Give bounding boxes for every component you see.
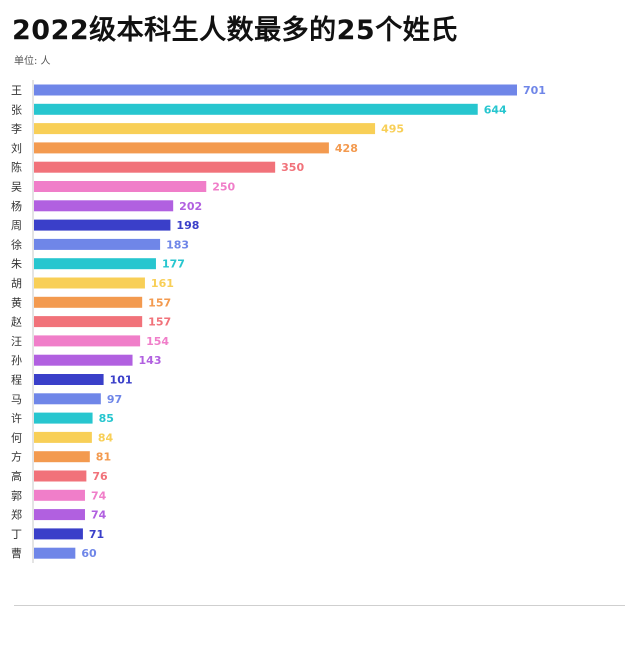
unit-label: 单位: 人 <box>14 56 51 67</box>
bar <box>34 354 133 366</box>
value-label: 495 <box>381 123 404 136</box>
bar <box>34 238 161 250</box>
bar <box>34 181 207 192</box>
category-label: 王 <box>11 84 22 97</box>
bar <box>34 142 329 154</box>
category-label: 汪 <box>11 335 22 348</box>
value-label: 97 <box>107 393 122 406</box>
value-label: 202 <box>179 200 202 213</box>
bar <box>34 161 276 173</box>
category-label: 孙 <box>11 354 22 367</box>
category-label: 杨 <box>11 199 22 213</box>
value-label: 81 <box>96 451 111 464</box>
bar <box>34 296 143 308</box>
category-label: 郑 <box>11 508 22 522</box>
value-label: 85 <box>99 412 114 425</box>
category-label: 刘 <box>11 142 22 155</box>
bar <box>34 489 85 501</box>
value-label: 350 <box>281 161 304 174</box>
value-label: 74 <box>91 489 107 502</box>
value-label: 84 <box>98 431 114 444</box>
bar <box>34 412 93 424</box>
category-label: 曹 <box>11 547 22 560</box>
category-label: 赵 <box>11 315 22 329</box>
value-label: 74 <box>91 509 107 522</box>
value-label: 76 <box>92 470 108 483</box>
value-label: 154 <box>146 335 169 348</box>
bottom-divider <box>14 605 625 606</box>
category-label: 马 <box>11 393 22 406</box>
value-label: 428 <box>335 142 358 155</box>
bar <box>34 470 87 482</box>
category-label: 高 <box>11 469 22 483</box>
value-label: 198 <box>176 219 199 232</box>
bar <box>34 374 104 385</box>
bar <box>34 547 76 559</box>
bar <box>34 277 145 289</box>
category-label: 郭 <box>11 489 22 502</box>
bar <box>34 431 92 443</box>
category-label: 许 <box>11 412 22 425</box>
value-label: 183 <box>166 238 189 251</box>
value-label: 143 <box>139 354 162 367</box>
bar <box>34 84 517 96</box>
bar <box>34 393 101 405</box>
bar <box>34 258 156 270</box>
category-label: 吴 <box>11 181 22 194</box>
category-label: 何 <box>11 431 22 444</box>
category-label: 陈 <box>11 160 22 174</box>
value-label: 101 <box>110 374 133 387</box>
category-label: 张 <box>11 103 22 116</box>
value-label: 701 <box>523 84 546 97</box>
category-label: 黄 <box>11 295 22 309</box>
category-label: 程 <box>11 374 22 387</box>
value-label: 157 <box>148 296 171 309</box>
bar <box>34 123 376 135</box>
bar <box>34 103 478 115</box>
bar <box>34 219 171 231</box>
value-label: 644 <box>484 103 507 116</box>
bar <box>34 335 141 347</box>
bar <box>34 200 174 212</box>
value-label: 71 <box>89 528 104 541</box>
category-label: 徐 <box>11 237 22 251</box>
category-label: 方 <box>11 450 22 464</box>
category-label: 李 <box>11 122 22 136</box>
value-label: 60 <box>81 547 97 560</box>
category-label: 丁 <box>11 528 22 541</box>
category-label: 朱 <box>11 258 22 271</box>
chart-title: 2022级本科生人数最多的25个姓氏 <box>12 15 458 46</box>
value-label: 161 <box>151 277 174 290</box>
value-label: 157 <box>148 316 171 329</box>
category-label: 周 <box>11 219 22 232</box>
bar <box>34 528 83 540</box>
bar <box>34 451 90 463</box>
value-label: 177 <box>162 258 185 271</box>
bar <box>34 316 143 328</box>
bar <box>34 509 85 521</box>
value-label: 250 <box>212 181 235 194</box>
category-label: 胡 <box>11 276 22 290</box>
